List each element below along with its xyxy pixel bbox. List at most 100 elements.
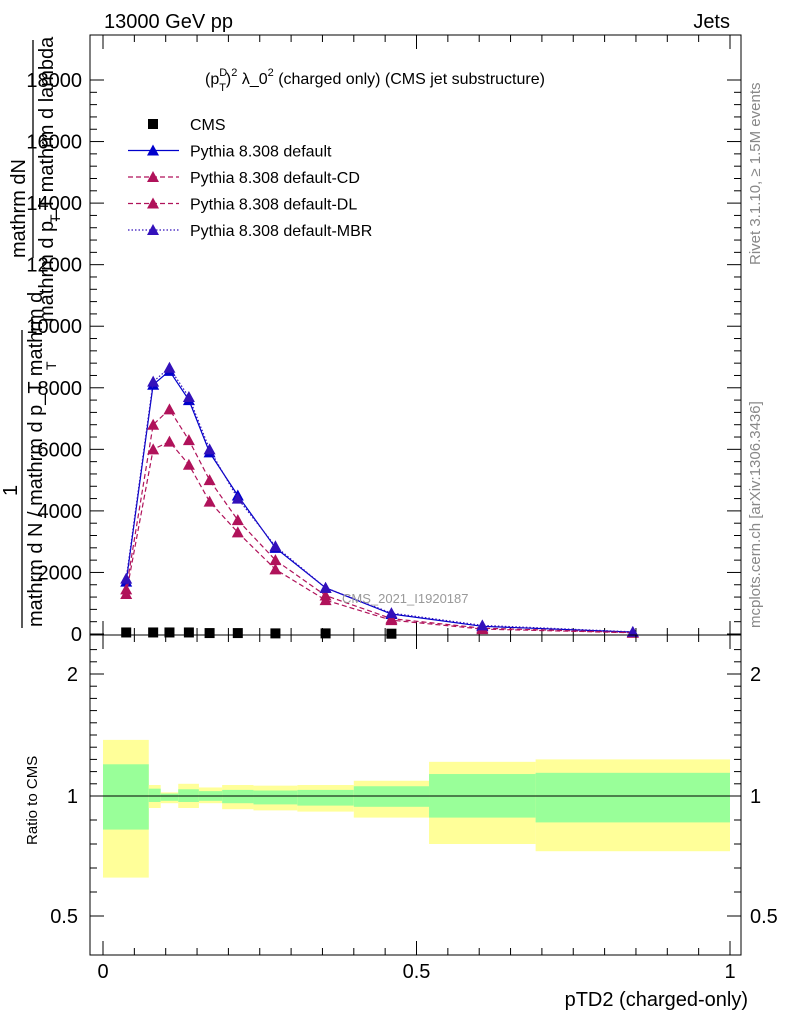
series-marker (203, 474, 216, 486)
title-close: ) (226, 71, 231, 88)
cms-data-point (270, 628, 281, 639)
main-panel: 0 2000 4000 6000 8000 10000 12000 14000 16000 180… (26, 34, 742, 646)
ratio-ytick-label: 1 (67, 786, 78, 808)
cms-data-point (148, 627, 159, 638)
main-ytick-label: 0 (71, 624, 82, 646)
main-ytick-label: 12000 (26, 255, 82, 277)
series-marker (163, 403, 176, 415)
ratio-band-green (222, 789, 254, 804)
ylabel-upper-sub: T (47, 214, 63, 223)
series-marker (319, 589, 332, 601)
legend-label: Pythia 8.308 default (190, 144, 332, 161)
series-marker (231, 492, 244, 504)
title-lambda: λ_0 (237, 71, 267, 88)
main-ytick-label: 8000 (38, 378, 83, 400)
cms-data-point (204, 628, 215, 639)
series-marker (385, 612, 398, 624)
cms-data-point (232, 628, 243, 639)
legend-entry: CMS (148, 117, 226, 134)
series-marker (182, 391, 195, 403)
legend-label: Pythia 8.308 default-MBR (190, 223, 372, 240)
legend-label: Pythia 8.308 default-CD (190, 170, 360, 187)
rivet-label: Rivet 3.1.10, ≥ 1.5M events (747, 83, 764, 266)
ylabel-frac-sub: T (43, 361, 59, 370)
series-marker (269, 540, 282, 552)
cms-data-point (183, 627, 194, 638)
main-ytick-label: 2000 (38, 562, 83, 584)
ratio-xlabel: pTD2 (charged-only) (565, 989, 748, 1011)
title-sup-2: 2 (231, 67, 237, 79)
ratio-frame (89, 634, 742, 956)
analysis-watermark: CMS_2021_I1920187 (342, 591, 469, 606)
ratio-xtick-label: 0 (97, 961, 108, 983)
ratio-band-green (297, 789, 354, 806)
ylabel-upper-den: mathrm d p_T mathrm d lambda (36, 36, 58, 322)
legend: CMS Pythia 8.308 default Pythia 8.308 defa… (128, 117, 372, 240)
series-marker (203, 495, 216, 507)
legend-marker (148, 119, 158, 129)
series-marker (147, 375, 160, 387)
title-sub-t: T (219, 82, 226, 94)
ratio-band-green (535, 772, 730, 823)
legend-marker (147, 224, 159, 235)
ylabel-frac-num: 1 (0, 485, 22, 496)
series-marker (163, 435, 176, 447)
series-marker (182, 434, 195, 446)
ratio-ytick-label-right: 1 (750, 786, 761, 808)
series-marker (203, 443, 216, 455)
legend-marker (147, 144, 159, 156)
ratio-bands (103, 739, 730, 878)
cms-data-point (320, 628, 331, 639)
ratio-xtick-label: 1 (724, 961, 735, 983)
ratio-xtick-label: 0.5 (403, 961, 431, 983)
ratio-panel: 0.5 0.5 1 1 2 2 0 0.5 1 Ratio to CMS pTD2 (char… (24, 634, 778, 1011)
cms-data-point (164, 627, 175, 638)
legend-marker (147, 197, 159, 209)
ratio-band-green (160, 793, 179, 801)
header-jets: Jets (693, 11, 730, 33)
main-data-points (121, 627, 397, 639)
main-ytick-label: 18000 (26, 70, 82, 92)
ratio-yticks: 0.5 0.5 1 1 2 2 (50, 649, 778, 928)
main-ytick-label: 6000 (38, 439, 83, 461)
series-marker (147, 443, 160, 455)
series-marker (269, 554, 282, 566)
cms-data-point (386, 628, 397, 639)
series-line (125, 440, 633, 634)
series-marker (231, 526, 244, 538)
ylabel-upper-num: mathrm dN (8, 159, 30, 258)
legend-label: Pythia 8.308 default-DL (190, 197, 357, 214)
main-ylabel: mathrm dN mathrm d p_T mathrm d lambda T… (0, 36, 63, 628)
ratio-ytick-label-right: 0.5 (750, 906, 778, 928)
ratio-ytick-label-right: 2 (750, 664, 761, 686)
ratio-band-green (148, 788, 161, 802)
series-marker (147, 418, 160, 430)
ylabel-frac-den: mathrm d N / mathrm d p_T mathrm d (25, 292, 47, 627)
ratio-ylabel: Ratio to CMS (24, 756, 41, 845)
main-ytick-label: 14000 (26, 193, 82, 215)
series-marker (163, 361, 176, 373)
series-marker (626, 625, 639, 637)
ratio-ytick-label: 0.5 (50, 906, 78, 928)
ratio-band-green (253, 790, 298, 805)
title-sup-d: D (219, 67, 227, 79)
title-p: (p (205, 71, 219, 88)
main-ytick-label: 4000 (38, 501, 83, 523)
series-marker (269, 563, 282, 575)
legend-label: CMS (190, 117, 226, 134)
legend-entry: Pythia 8.308 default-CD (128, 170, 360, 187)
series-marker (385, 607, 398, 619)
main-ytick-label: 10000 (26, 316, 82, 338)
ratio-ytick-label: 2 (67, 664, 78, 686)
main-ytick-label: 16000 (26, 132, 82, 154)
title-rest: (charged only) (CMS jet substructure) (274, 71, 545, 88)
series-marker (120, 583, 133, 595)
series-line (125, 408, 633, 634)
cms-data-point (121, 627, 132, 638)
ratio-band-green (103, 764, 149, 830)
legend-entry: Pythia 8.308 default-MBR (128, 223, 372, 240)
legend-marker (147, 171, 159, 182)
ratio-band-green (353, 786, 430, 807)
series-marker (182, 458, 195, 470)
